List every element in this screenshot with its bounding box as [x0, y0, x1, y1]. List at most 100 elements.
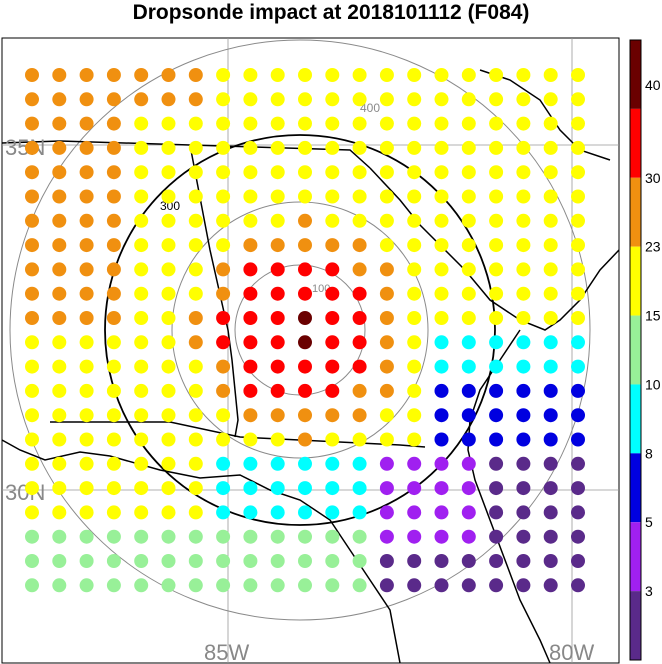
impact-dot [134, 189, 149, 204]
colorbar-segments [630, 40, 641, 660]
impact-dot [571, 311, 585, 325]
impact-dot [352, 238, 367, 253]
impact-dot [516, 359, 531, 374]
impact-dot [52, 238, 67, 253]
colorbar-segment [630, 177, 641, 247]
impact-dot [407, 456, 422, 471]
impact-dot [571, 165, 585, 180]
impact-dot [243, 456, 258, 471]
impact-dot [571, 335, 585, 350]
impact-dot [79, 481, 94, 496]
impact-dot [106, 408, 121, 423]
impact-dot [516, 383, 531, 398]
impact-dot [489, 529, 504, 544]
impact-dot [216, 68, 231, 82]
impact-dot [298, 286, 312, 301]
impact-dot [543, 505, 558, 520]
impact-dot [79, 68, 94, 82]
impact-dot [571, 359, 585, 374]
colorbar-tick-label: 40 [645, 77, 661, 93]
impact-dot [325, 213, 340, 228]
impact-dot [571, 92, 585, 107]
impact-dot [516, 140, 531, 155]
impact-dot [352, 68, 367, 82]
impact-dot [407, 311, 422, 325]
impact-dot [571, 578, 585, 593]
impact-dot [216, 165, 231, 180]
impact-dot [352, 335, 367, 350]
impact-dot [407, 286, 422, 301]
impact-dot [25, 213, 39, 228]
impact-dot [325, 529, 340, 544]
impact-dot [270, 286, 285, 301]
impact-dot [216, 189, 231, 204]
impact-dot [52, 116, 67, 131]
impact-dot [52, 408, 67, 423]
impact-dot [298, 578, 312, 593]
impact-dot [298, 311, 312, 325]
impact-dot [216, 432, 231, 447]
impact-dot [516, 311, 531, 325]
impact-dot [161, 189, 176, 204]
impact-dot [543, 311, 558, 325]
impact-dot [161, 140, 176, 155]
impact-dot [188, 529, 203, 544]
impact-dot [79, 505, 94, 520]
impact-dot [407, 383, 422, 398]
impact-dot [489, 189, 504, 204]
impact-dot [516, 238, 531, 253]
impact-dot [325, 554, 340, 568]
impact-dot [106, 456, 121, 471]
impact-dot [79, 578, 94, 593]
colorbar-tick-label: 5 [645, 514, 653, 530]
impact-dot [106, 335, 121, 350]
impact-dot [352, 140, 367, 155]
impact-dot [188, 505, 203, 520]
impact-dot [243, 554, 258, 568]
impact-dot [543, 408, 558, 423]
impact-dot [325, 140, 340, 155]
impact-dot [216, 140, 231, 155]
impact-dot [516, 529, 531, 544]
impact-dot [379, 383, 394, 398]
impact-dot [25, 383, 39, 398]
ring-400 [9, 39, 591, 621]
impact-dot [188, 189, 203, 204]
impact-dot [243, 116, 258, 131]
impact-dot [352, 213, 367, 228]
impact-dot [298, 262, 312, 277]
impact-dot [434, 456, 449, 471]
impact-dot [106, 554, 121, 568]
impact-dot [270, 92, 285, 107]
impact-dot [25, 140, 39, 155]
impact-dot [243, 165, 258, 180]
impact-dot [571, 529, 585, 544]
impact-dot [407, 116, 422, 131]
impact-dot [571, 408, 585, 423]
impact-dot [543, 140, 558, 155]
impact-dot [270, 238, 285, 253]
colorbar-segment [630, 384, 641, 454]
colorbar-frame [629, 39, 642, 661]
impact-dot [516, 554, 531, 568]
colorbar-tick-label: 3 [645, 583, 653, 599]
impact-dot [52, 383, 67, 398]
impact-dot [434, 335, 449, 350]
impact-dot [134, 578, 149, 593]
impact-dot [134, 165, 149, 180]
impact-dot [543, 189, 558, 204]
impact-dot [407, 578, 422, 593]
impact-dot [270, 578, 285, 593]
impact-dot [516, 116, 531, 131]
impact-dot [543, 481, 558, 496]
impact-dot [325, 311, 340, 325]
impact-dot [270, 311, 285, 325]
colorbar-segment [630, 522, 641, 592]
impact-dot [434, 408, 449, 423]
impact-dot [52, 456, 67, 471]
impact-dot [543, 213, 558, 228]
impact-dot [216, 311, 231, 325]
impact-dot [461, 68, 476, 82]
impact-dot [516, 578, 531, 593]
